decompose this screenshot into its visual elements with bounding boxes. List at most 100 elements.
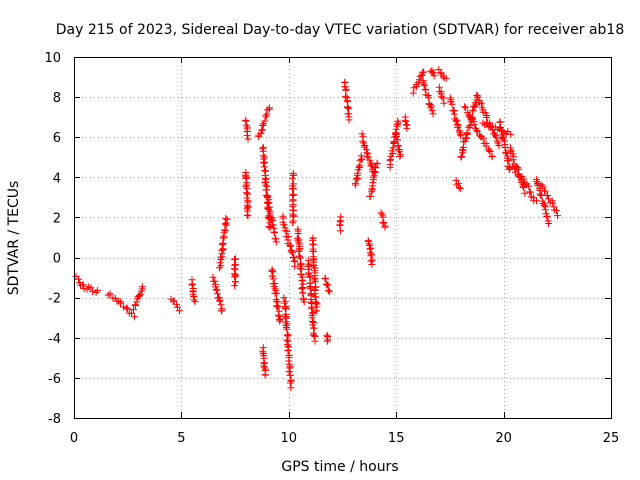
data-point: [289, 185, 297, 193]
data-point: [212, 285, 220, 293]
data-point: [368, 261, 376, 268]
data-point: [470, 121, 478, 129]
data-point: [274, 311, 282, 319]
data-point: [265, 223, 273, 231]
data-point: [479, 135, 487, 143]
data-point: [231, 282, 239, 290]
data-point: [521, 181, 529, 189]
data-point: [79, 281, 87, 289]
data-point: [486, 148, 494, 155]
data-point: [439, 94, 447, 102]
plot-frame: [74, 57, 612, 419]
data-point: [283, 325, 291, 333]
data-point: [265, 203, 273, 211]
data-point: [454, 124, 462, 132]
data-point: [242, 117, 250, 125]
data-point: [326, 288, 334, 296]
data-point: [268, 266, 276, 274]
data-point: [130, 313, 138, 321]
data-point: [288, 175, 296, 183]
data-point: [458, 153, 466, 160]
data-point: [366, 193, 374, 200]
data-point: [323, 331, 331, 339]
data-point: [543, 212, 551, 220]
data-point: [244, 190, 252, 198]
data-point: [452, 117, 460, 125]
data-point: [541, 187, 549, 195]
data-point: [221, 220, 229, 228]
data-point: [469, 107, 477, 115]
data-point: [285, 357, 293, 365]
data-point: [267, 215, 275, 223]
data-point: [454, 122, 462, 130]
data-point: [259, 121, 267, 129]
data-point: [511, 165, 519, 173]
data-point: [290, 191, 298, 199]
data-point: [420, 82, 428, 90]
x-tick-label: 5: [177, 431, 185, 446]
data-point: [524, 182, 532, 190]
data-point: [276, 317, 284, 325]
data-point: [296, 252, 304, 260]
data-point: [526, 188, 534, 196]
data-point: [509, 156, 517, 164]
data-point: [421, 86, 429, 94]
data-point: [412, 81, 420, 88]
data-point: [92, 288, 100, 296]
x-tick-label: 10: [281, 431, 298, 446]
data-point: [545, 220, 552, 227]
data-point: [553, 207, 560, 215]
data-point: [457, 132, 465, 140]
data-point: [377, 209, 385, 217]
data-point: [310, 324, 318, 332]
data-point: [271, 235, 279, 243]
y-tick-label: 10: [44, 51, 61, 66]
data-point: [396, 153, 404, 160]
data-point: [289, 249, 296, 257]
axis-ticks: [74, 57, 612, 419]
data-point: [191, 298, 199, 306]
data-point: [325, 286, 332, 294]
data-point: [364, 153, 372, 161]
data-point: [310, 332, 318, 339]
data-point: [306, 285, 314, 293]
data-point: [544, 192, 552, 199]
data-point: [491, 130, 498, 138]
data-point: [474, 127, 482, 135]
data-point: [394, 119, 402, 127]
data-point: [221, 226, 229, 234]
data-point: [473, 126, 480, 134]
data-point: [283, 227, 291, 235]
data-point: [476, 99, 484, 107]
grid-lines: [74, 57, 611, 418]
data-point: [296, 264, 304, 272]
data-point: [425, 94, 433, 102]
data-point: [389, 144, 397, 152]
data-point: [351, 181, 359, 189]
data-point: [299, 289, 307, 297]
data-point: [537, 191, 545, 199]
data-point: [415, 76, 423, 84]
data-point: [217, 301, 225, 309]
x-axis-title: GPS time / hours: [281, 459, 398, 475]
data-point: [368, 161, 375, 169]
data-point: [286, 371, 294, 379]
data-point: [545, 195, 553, 203]
data-point: [345, 116, 353, 124]
data-point: [420, 68, 428, 76]
data-point: [533, 197, 540, 205]
data-point: [269, 221, 277, 229]
data-point: [402, 118, 410, 126]
data-point: [428, 106, 436, 114]
y-tick-label: -4: [48, 332, 61, 347]
data-point: [244, 212, 252, 220]
data-point: [272, 238, 280, 246]
data-point: [244, 135, 252, 143]
data-point: [89, 288, 97, 296]
data-point: [300, 298, 308, 306]
data-point: [214, 290, 221, 298]
x-tick-labels: 0 5 10 15 20 25: [70, 431, 619, 446]
data-point: [465, 113, 473, 121]
data-point: [514, 164, 522, 172]
data-point: [388, 147, 396, 155]
